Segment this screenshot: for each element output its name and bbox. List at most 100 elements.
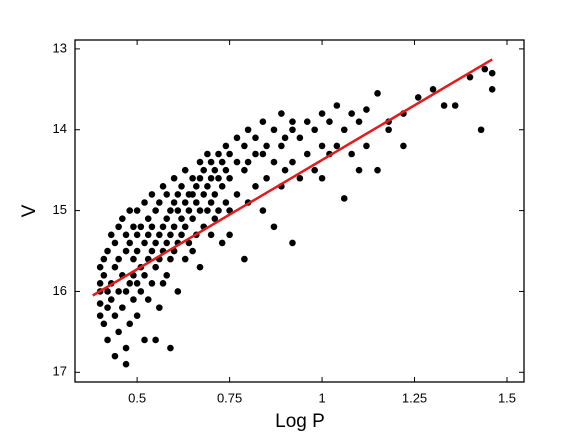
x-tick-label: 0.75: [217, 390, 242, 405]
point: [215, 150, 222, 158]
point: [159, 280, 167, 287]
point: [233, 191, 241, 198]
point: [211, 166, 219, 174]
point: [163, 215, 171, 222]
point: [163, 239, 171, 247]
point: [226, 174, 233, 182]
point: [196, 263, 204, 271]
point: [488, 86, 496, 93]
point: [204, 183, 211, 190]
point: [130, 296, 137, 303]
point: [385, 126, 392, 134]
point: [348, 110, 355, 117]
point: [167, 255, 174, 263]
point: [152, 336, 159, 344]
point: [289, 126, 296, 134]
point: [488, 69, 496, 77]
point: [189, 174, 196, 182]
point: [278, 110, 285, 117]
y-tick-label: 15: [53, 202, 67, 217]
point: [119, 304, 126, 311]
point: [170, 174, 178, 182]
point: [215, 207, 222, 214]
point: [211, 215, 219, 222]
point: [270, 158, 278, 166]
point: [126, 207, 134, 214]
point: [244, 126, 252, 134]
point: [318, 110, 326, 117]
point: [311, 126, 318, 134]
point: [204, 207, 211, 214]
point: [167, 207, 174, 214]
point: [167, 344, 174, 352]
point: [100, 271, 108, 279]
point: [207, 174, 215, 182]
point: [318, 174, 326, 182]
point: [226, 231, 233, 239]
plot-frame: [74, 39, 525, 383]
point: [440, 102, 448, 109]
point: [348, 150, 355, 158]
point: [100, 255, 108, 263]
point: [133, 280, 141, 287]
point: [148, 191, 156, 198]
point: [111, 263, 119, 271]
point: [333, 102, 341, 109]
point: [252, 183, 259, 190]
point: [340, 195, 348, 202]
point: [104, 247, 111, 255]
point: [115, 288, 122, 295]
point: [133, 312, 141, 320]
point: [241, 255, 248, 263]
point: [156, 304, 163, 311]
point: [115, 255, 122, 263]
point: [185, 207, 193, 214]
point: [115, 223, 122, 231]
point: [200, 191, 208, 198]
point: [215, 174, 222, 182]
point: [104, 336, 111, 344]
point: [278, 142, 285, 150]
point: [181, 223, 189, 231]
point: [156, 231, 163, 239]
point: [289, 239, 296, 247]
point: [374, 166, 381, 174]
point: [174, 288, 182, 295]
fit-line: [92, 58, 493, 297]
point: [218, 183, 226, 190]
point: [326, 118, 333, 125]
point: [111, 312, 119, 320]
point: [122, 360, 130, 368]
point: [481, 65, 489, 73]
point: [137, 223, 145, 231]
point: [126, 239, 134, 247]
point: [152, 263, 159, 271]
point: [196, 158, 204, 166]
y-axis-label: V: [19, 204, 40, 217]
point: [96, 312, 104, 320]
point: [233, 158, 241, 166]
point: [263, 142, 270, 150]
point: [196, 174, 204, 182]
point: [222, 142, 230, 150]
point: [400, 142, 407, 150]
point: [178, 183, 185, 190]
point: [374, 90, 381, 97]
point: [252, 150, 259, 158]
point: [141, 199, 148, 206]
x-tick-label: 1.25: [402, 390, 427, 405]
point: [207, 199, 215, 206]
point: [133, 231, 141, 239]
point: [429, 86, 437, 93]
point: [296, 174, 304, 182]
point: [159, 183, 167, 190]
point: [222, 199, 230, 206]
point: [122, 288, 130, 295]
y-tick-label: 13: [53, 40, 67, 55]
point: [207, 231, 215, 239]
point: [152, 239, 159, 247]
point: [204, 150, 211, 158]
point: [144, 231, 152, 239]
point: [141, 336, 148, 344]
